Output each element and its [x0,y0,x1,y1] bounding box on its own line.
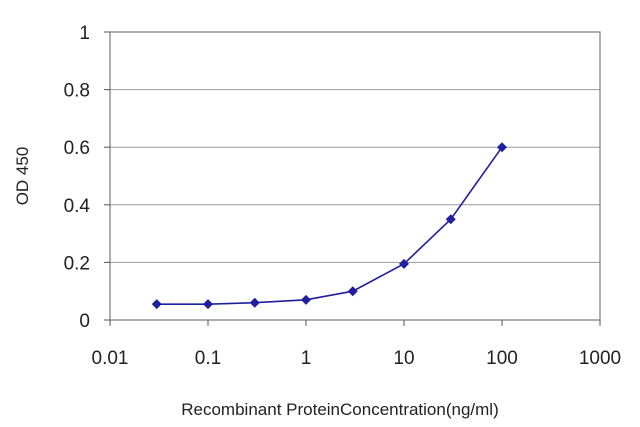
x-axis-label: Recombinant ProteinConcentration(ng/ml) [181,400,499,419]
series-group [151,142,507,310]
y-axis-ticks: 0 0.2 0.4 0.6 0.8 1 [64,23,110,332]
y-axis-label: OD 450 [13,147,32,206]
y-tick-label: 0.6 [64,138,90,159]
x-tick-label: 100 [486,348,518,369]
x-tick-label: 1 [301,348,312,369]
grid-lines [110,89,600,263]
data-point [203,299,213,310]
y-tick-label: 0 [79,311,90,332]
series-line [156,146,503,306]
data-point [347,286,358,297]
y-tick-label: 0.8 [64,81,90,102]
data-point [445,214,456,225]
y-tick-label: 1 [79,23,90,44]
data-point [249,297,260,308]
y-tick-label: 0.2 [64,253,90,274]
x-tick-label: 10 [393,348,414,369]
data-point [151,299,162,310]
data-point [497,142,507,153]
x-tick-label: 1000 [579,348,621,369]
y-tick-label: 0.4 [64,196,91,217]
data-point [301,294,311,305]
plot-area [109,31,601,321]
x-tick-label: 0.1 [195,348,221,369]
x-tick-label: 0.01 [92,348,129,369]
x-axis-ticks: 0.01 0.1 1 10 100 1000 [92,320,621,369]
data-point [399,258,409,269]
